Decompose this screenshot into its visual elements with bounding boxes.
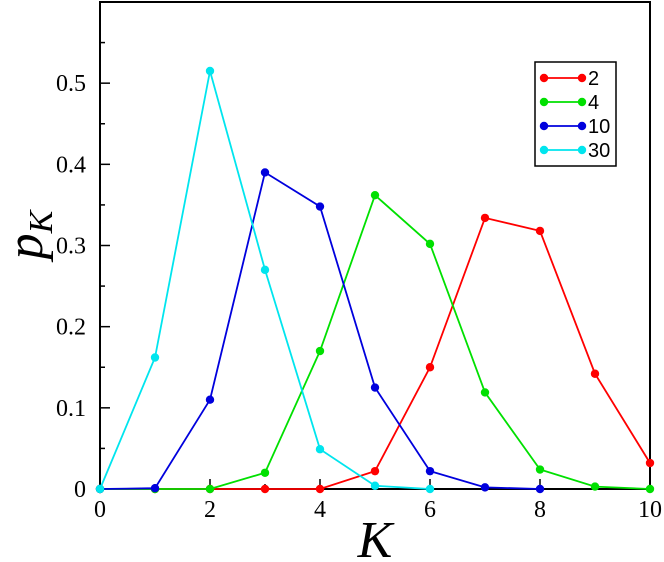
data-point <box>260 484 270 494</box>
legend-marker <box>539 73 549 83</box>
data-point <box>590 482 600 491</box>
data-point <box>425 466 435 476</box>
series-line <box>100 216 651 490</box>
data-point <box>315 202 325 211</box>
data-point <box>260 468 270 477</box>
legend-marker <box>577 73 587 83</box>
y-axis-label: pK <box>0 208 60 263</box>
data-point <box>535 465 545 474</box>
y-tick-label: 0.2 <box>56 315 86 341</box>
legend-marker <box>539 145 549 155</box>
data-point <box>205 484 215 494</box>
x-tick-label: 10 <box>638 497 662 523</box>
legend-label: 10 <box>588 116 610 138</box>
x-tick-label: 2 <box>204 497 216 523</box>
data-point <box>205 66 215 76</box>
data-point <box>370 466 380 476</box>
series-line <box>99 170 541 490</box>
y-tick-label: 0.4 <box>56 152 86 178</box>
data-point <box>480 213 490 223</box>
data-point <box>425 239 435 249</box>
legend-box <box>534 61 617 167</box>
legend-marker <box>539 97 549 107</box>
data-point <box>315 346 325 356</box>
legend-label: 30 <box>588 140 610 162</box>
data-point <box>205 395 215 404</box>
data-point <box>370 383 380 392</box>
legend-marker <box>577 121 587 131</box>
data-point <box>150 483 160 493</box>
y-axis-label-subscript: K <box>23 208 60 234</box>
data-point <box>590 369 600 378</box>
x-tick-label: 8 <box>534 497 546 523</box>
data-point <box>480 483 490 492</box>
data-point <box>645 484 655 494</box>
data-point <box>535 484 545 494</box>
data-point <box>95 484 105 494</box>
data-point <box>260 265 270 275</box>
legend-label: 2 <box>588 68 599 90</box>
series-layer <box>95 66 655 494</box>
y-tick-label: 0.3 <box>56 234 86 260</box>
legend-marker <box>539 121 549 131</box>
data-point <box>425 363 435 372</box>
data-point <box>370 481 380 490</box>
series-30 <box>95 66 435 494</box>
x-tick-label: 0 <box>94 497 106 523</box>
data-point <box>315 484 325 494</box>
data-point <box>370 190 380 200</box>
x-tick-label: 4 <box>314 497 326 523</box>
data-point <box>645 458 655 468</box>
legend-marker <box>577 145 587 155</box>
series-line <box>99 70 431 490</box>
series-10 <box>95 168 545 494</box>
y-axis-label-main: p <box>0 233 54 263</box>
y-tick-label: 0.5 <box>56 71 86 97</box>
x-tick-label: 6 <box>424 497 436 523</box>
legend-marker <box>577 97 587 107</box>
svg-text:pK: pK <box>0 208 60 263</box>
x-axis-label: K <box>357 512 395 562</box>
data-point <box>150 353 160 362</box>
data-point <box>480 388 490 397</box>
data-point <box>315 445 325 454</box>
y-tick-label: 0.1 <box>56 396 86 422</box>
data-point <box>535 226 545 236</box>
data-point <box>260 168 270 177</box>
y-tick-label: 0 <box>74 477 86 503</box>
legend-label: 4 <box>588 92 599 114</box>
data-point <box>425 484 435 494</box>
series-2 <box>95 213 655 494</box>
